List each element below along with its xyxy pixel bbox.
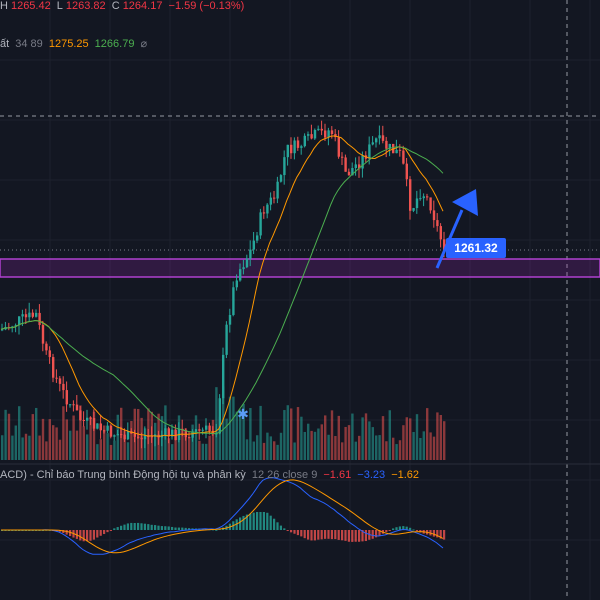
svg-text:✱: ✱ xyxy=(237,407,249,423)
low-value: 1263.82 xyxy=(65,0,106,12)
macd-params: 12 26 close 9 xyxy=(251,469,318,481)
ma-value-1: 1275.25 xyxy=(48,38,89,50)
ohlc-legend: H 1265.42 L 1263.82 C 1264.17 −1.59 (−0.13%… xyxy=(0,0,247,12)
support-zone-rectangle[interactable] xyxy=(0,258,600,278)
ma-value-2: 1266.79 xyxy=(94,38,135,50)
macd-legend[interactable]: ACD) - Chỉ báo Trung bình Động hội tụ và… xyxy=(0,469,422,481)
price-label-badge[interactable]: 1261.32 xyxy=(446,238,506,258)
ma-legend[interactable]: ất 34 89 1275.25 1266.79 ⌀ xyxy=(0,37,150,50)
eye-off-icon[interactable]: ⌀ xyxy=(140,37,148,50)
ma-label: ất xyxy=(0,38,10,50)
macd-signal-value: −1.62 xyxy=(391,469,420,481)
macd-line xyxy=(1,477,444,555)
low-label: L xyxy=(56,0,63,12)
change-value: −1.59 (−0.13%) xyxy=(168,0,245,12)
macd-histogram-value: −1.61 xyxy=(323,469,352,481)
high-label: H xyxy=(0,0,8,12)
star-marker-icon: ✱ xyxy=(237,407,249,423)
moving-average-fast-line xyxy=(0,135,444,437)
ma-params: 34 89 xyxy=(15,38,43,50)
macd-line-value: −3.23 xyxy=(357,469,386,481)
macd-title: ACD) - Chỉ báo Trung bình Động hội tụ và… xyxy=(0,469,246,481)
signal-line xyxy=(1,479,444,554)
moving-average-slow-line xyxy=(0,146,444,435)
close-label: C xyxy=(111,0,120,12)
close-value: 1264.17 xyxy=(122,0,163,12)
high-value: 1265.42 xyxy=(10,0,51,12)
